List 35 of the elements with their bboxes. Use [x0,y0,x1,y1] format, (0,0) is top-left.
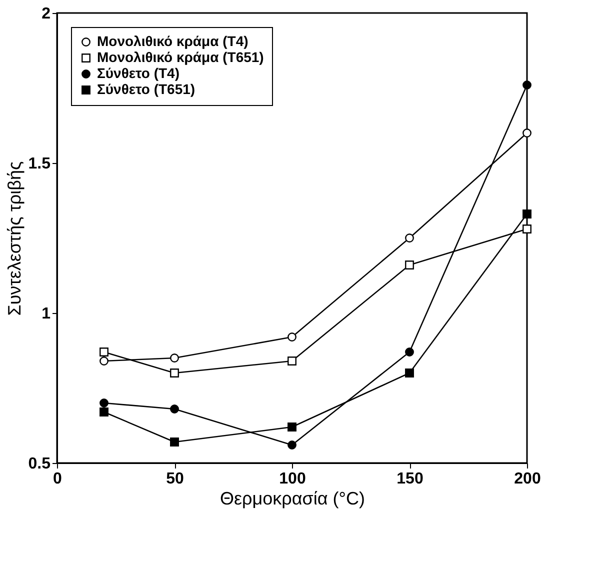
point [100,356,108,366]
point [522,80,532,90]
point [405,348,414,356]
y-tick-label: 1 [42,306,51,322]
point [522,224,532,234]
x-axis-title: Θερμοκρασία (°C) [220,488,365,508]
point [100,408,108,416]
legend-label: Μονολιθικό κράμα (T4) [97,33,248,49]
y-tick-label: 2 [42,6,51,22]
point [405,368,414,378]
point [288,356,296,366]
legend-label: Σύνθετο (T651) [97,81,196,97]
y-tick-label: 0.5 [28,456,51,472]
point [170,368,179,378]
x-tick-label: 50 [166,470,184,488]
point [522,210,532,218]
x-tick-label: 100 [279,470,306,488]
point [405,234,414,242]
x-tick-label: 150 [396,470,424,488]
point [288,332,296,342]
x-tick-label: 0 [53,470,62,488]
point [522,128,532,138]
legend-label: Σύνθετο (T4) [97,65,180,81]
point [100,348,108,356]
point [288,422,296,432]
legend-label: Μονολιθικό κράμα (T651) [97,49,264,65]
y-axis-title: Συντελεστής τριβής [4,160,24,316]
x-tick-label: 200 [514,470,541,488]
y-tick-label: 1.5 [28,156,51,172]
point [405,260,414,270]
point [170,354,179,362]
point [288,440,296,450]
point [170,404,179,414]
point [170,438,179,446]
point [100,398,108,408]
